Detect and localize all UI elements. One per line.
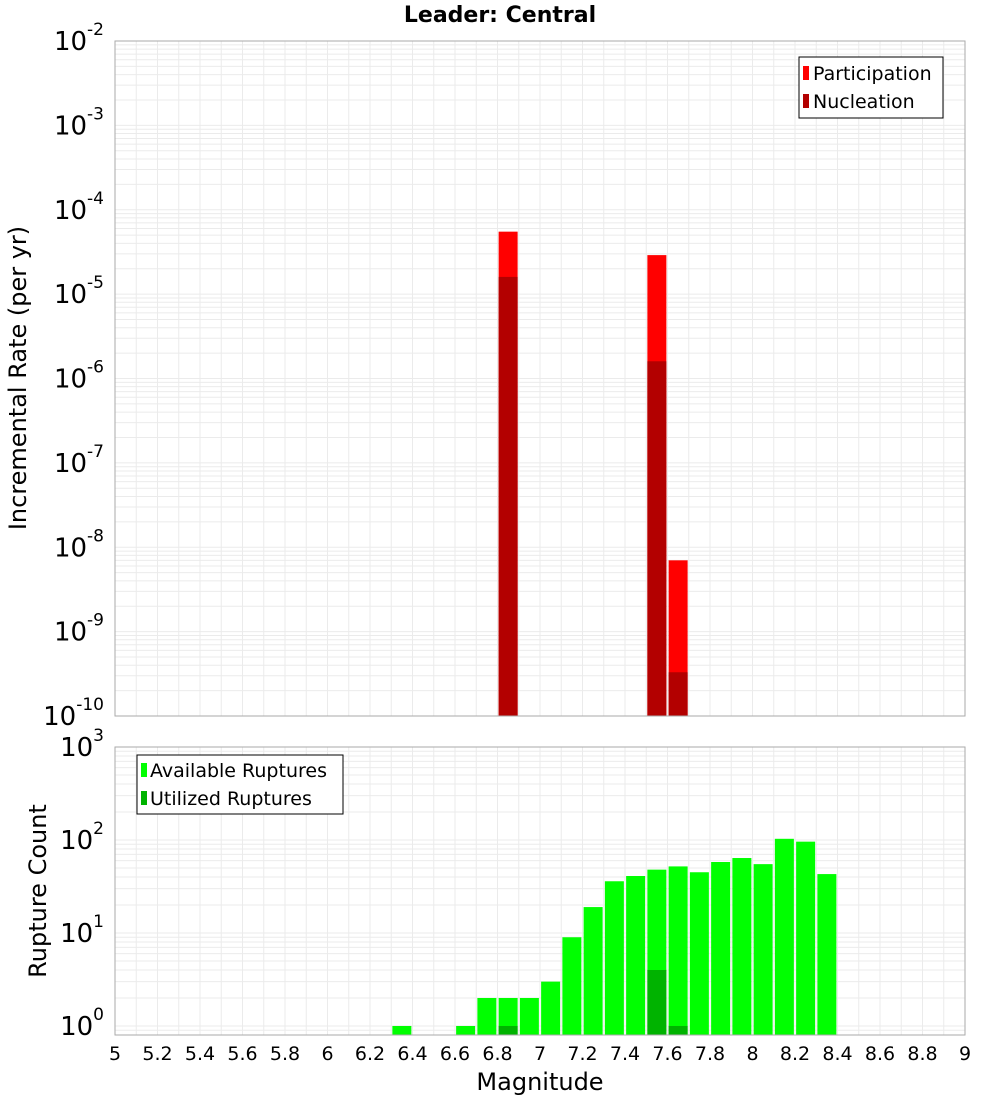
legend-label-utilized: Utilized Ruptures xyxy=(150,788,312,810)
bar-available-ruptures xyxy=(392,1025,412,1035)
top-panel: 10-10 10-9 10-8 10-7 10-6 10-5 10-4 10-3 10-2 In… xyxy=(4,20,966,732)
bar-nucleation xyxy=(498,276,518,716)
x-tick-label: 7.4 xyxy=(610,1043,640,1065)
top-plot-border xyxy=(114,40,966,717)
legend-swatch-nucleation xyxy=(803,94,809,108)
x-tick-label: 8.4 xyxy=(822,1043,852,1065)
bar-available-ruptures xyxy=(753,864,773,1035)
bar-available-ruptures xyxy=(817,874,837,1035)
x-axis-label: Magnitude xyxy=(476,1068,603,1096)
bottom-plot-border xyxy=(114,746,966,1036)
x-tick-label: 6.6 xyxy=(440,1043,470,1065)
x-tick-label: 8.8 xyxy=(907,1043,937,1065)
x-tick-label: 5.4 xyxy=(185,1043,215,1065)
legend-swatch-utilized xyxy=(141,791,147,805)
top-y-tick-label: 10-9 xyxy=(54,611,104,648)
bottom-y-ticks: 100 101 102 103 xyxy=(60,726,104,1042)
bottom-y-tick-label: 102 xyxy=(60,819,104,856)
bar-available-ruptures xyxy=(456,1025,476,1035)
bar-nucleation xyxy=(668,672,688,716)
bar-available-ruptures xyxy=(626,876,646,1035)
bottom-y-tick-label: 103 xyxy=(60,726,104,763)
top-y-tick-label: 10-4 xyxy=(54,189,104,226)
bar-utilized-ruptures xyxy=(498,1025,518,1035)
bar-available-ruptures xyxy=(519,997,539,1035)
x-tick-label: 5.2 xyxy=(142,1043,172,1065)
legend-label-participation: Participation xyxy=(813,63,932,85)
bar-available-ruptures xyxy=(796,841,816,1035)
bar-available-ruptures xyxy=(711,861,731,1035)
x-tick-label: 8 xyxy=(746,1043,758,1065)
bar-available-ruptures xyxy=(732,858,752,1035)
x-tick-label: 7.8 xyxy=(695,1043,725,1065)
top-y-tick-label: 10-10 xyxy=(43,695,104,732)
top-y-tick-label: 10-2 xyxy=(54,20,104,57)
bottom-y-axis-label: Rupture Count xyxy=(24,804,52,978)
bar-available-ruptures xyxy=(604,881,624,1035)
top-bars xyxy=(498,231,688,716)
chart-title: Leader: Central xyxy=(404,3,596,28)
bar-available-ruptures xyxy=(583,907,603,1035)
legend-label-available: Available Ruptures xyxy=(150,760,327,782)
x-tick-label: 7.2 xyxy=(567,1043,597,1065)
legend-swatch-participation xyxy=(803,66,809,80)
bottom-legend-box xyxy=(136,754,344,815)
top-y-tick-label: 10-5 xyxy=(54,273,104,310)
x-tick-label: 6.2 xyxy=(355,1043,385,1065)
bar-available-ruptures xyxy=(498,997,518,1035)
top-y-tick-label: 10-7 xyxy=(54,442,104,479)
x-tick-label: 8.6 xyxy=(865,1043,895,1065)
bar-utilized-ruptures xyxy=(668,1025,688,1035)
bar-available-ruptures xyxy=(689,872,709,1035)
x-tick-label: 5 xyxy=(109,1043,121,1065)
bar-available-ruptures xyxy=(562,937,582,1035)
bottom-y-tick-label: 100 xyxy=(60,1005,104,1042)
top-grid xyxy=(114,41,966,717)
top-legend-box xyxy=(798,56,944,119)
top-y-tick-label: 10-6 xyxy=(54,358,104,395)
x-tick-label: 5.8 xyxy=(270,1043,300,1065)
bar-available-ruptures xyxy=(541,981,561,1035)
x-tick-label: 7 xyxy=(534,1043,546,1065)
x-tick-label: 8.2 xyxy=(780,1043,810,1065)
bar-available-ruptures xyxy=(477,997,497,1035)
bar-available-ruptures xyxy=(668,866,688,1035)
x-tick-label: 9 xyxy=(959,1043,971,1065)
x-tick-label: 7.6 xyxy=(652,1043,682,1065)
x-tick-label: 6 xyxy=(321,1043,333,1065)
bottom-y-tick-label: 101 xyxy=(60,912,104,949)
bar-utilized-ruptures xyxy=(647,969,667,1035)
bottom-panel: 100 101 102 103 5 5.2 5.4 5.6 5.8 6 6.2 6.4 6.6 6.8 7… xyxy=(24,726,971,1096)
top-y-ticks: 10-10 10-9 10-8 10-7 10-6 10-5 10-4 10-3 10-2 xyxy=(43,20,104,732)
top-legend: Participation Nucleation xyxy=(798,56,944,119)
bottom-legend: Available Ruptures Utilized Ruptures xyxy=(136,754,344,815)
top-y-axis-label: Incremental Rate (per yr) xyxy=(4,226,32,530)
legend-swatch-available xyxy=(141,763,147,777)
legend-label-nucleation: Nucleation xyxy=(813,91,915,113)
bar-available-ruptures xyxy=(774,838,794,1035)
x-tick-label: 5.6 xyxy=(227,1043,257,1065)
top-y-tick-label: 10-3 xyxy=(54,104,104,141)
x-tick-label: 6.4 xyxy=(397,1043,427,1065)
x-tick-label: 6.8 xyxy=(482,1043,512,1065)
bottom-x-ticks: 5 5.2 5.4 5.6 5.8 6 6.2 6.4 6.6 6.8 7 7.2 7.4 7.6 7.8 8… xyxy=(109,1043,971,1065)
bottom-bars xyxy=(392,838,837,1035)
top-y-tick-label: 10-8 xyxy=(54,526,104,563)
bar-nucleation xyxy=(647,361,667,716)
